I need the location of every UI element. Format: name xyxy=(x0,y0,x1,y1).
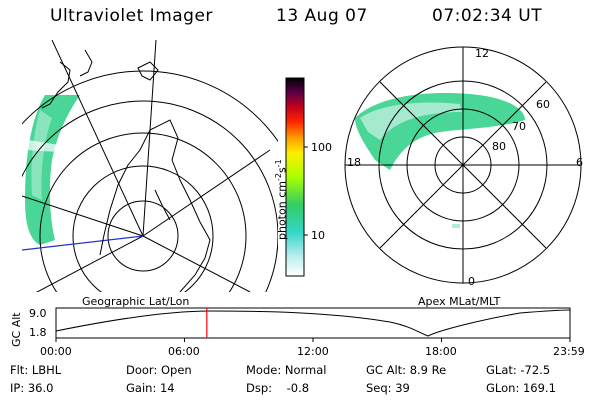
status-gc-alt: GC Alt: 8.9 Re xyxy=(366,363,447,377)
time-label: 07:02:34 UT xyxy=(432,6,543,26)
colorbar-tick-100: 100 xyxy=(311,141,332,154)
status-ip: IP: 36.0 xyxy=(10,381,54,395)
altitude-curve xyxy=(55,309,571,337)
altitude-ytick-high: 9.0 xyxy=(29,307,47,320)
altitude-ytick-low: 1.8 xyxy=(29,326,47,339)
date-label: 13 Aug 07 xyxy=(276,6,368,26)
mlat-label-80: 80 xyxy=(492,140,506,153)
status-gain: Gain: 14 xyxy=(126,381,175,395)
mlt-label-12: 12 xyxy=(475,47,489,60)
colorbar-tick-10: 10 xyxy=(311,229,325,242)
altitude-ylabel: GC Alt xyxy=(10,312,23,347)
instrument-title: Ultraviolet Imager xyxy=(50,6,213,26)
xtick-2359: 23:59 xyxy=(553,345,585,358)
status-door: Door: Open xyxy=(126,363,192,377)
xtick-1200: 12:00 xyxy=(297,345,329,358)
mlat-label-70: 70 xyxy=(512,120,526,133)
mlt-label-18: 18 xyxy=(347,156,361,169)
status-flt: Flt: LBHL xyxy=(10,363,62,377)
status-dsp: Dsp: -0.8 xyxy=(246,381,310,395)
status-glon: GLon: 169.1 xyxy=(486,381,556,395)
mlt-label-0: 0 xyxy=(468,275,475,288)
xtick-0600: 06:00 xyxy=(168,345,200,358)
apex-map-label: Apex MLat/MLT xyxy=(418,295,501,308)
mlt-label-6: 6 xyxy=(576,156,583,169)
status-glat: GLat: -72.5 xyxy=(486,363,551,377)
xtick-1800: 18:00 xyxy=(425,345,457,358)
mlat-label-60: 60 xyxy=(536,98,550,111)
geo-track-line xyxy=(22,235,144,251)
status-seq: Seq: 39 xyxy=(366,381,410,395)
xtick-0000: 00:00 xyxy=(40,345,72,358)
status-mode: Mode: Normal xyxy=(246,363,327,377)
geo-map-label: Geographic Lat/Lon xyxy=(82,295,190,308)
